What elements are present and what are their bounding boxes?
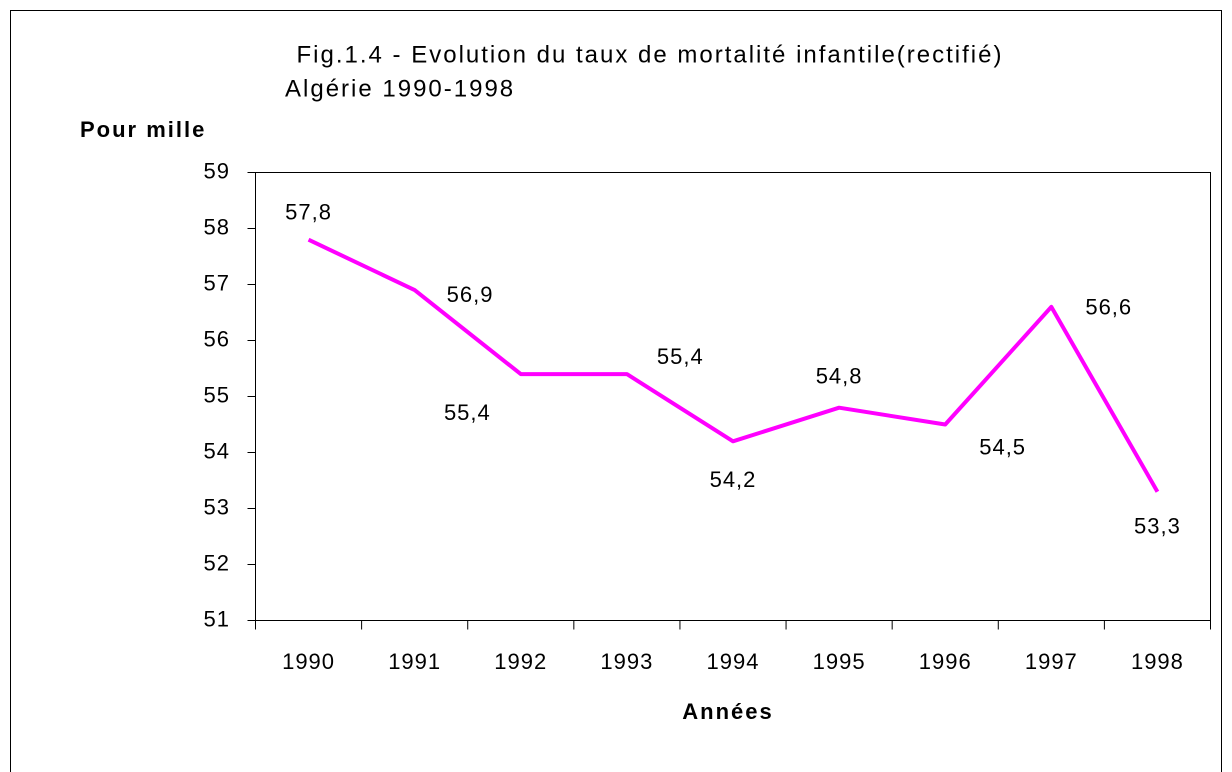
y-axis-label: Pour mille — [80, 117, 206, 142]
line-series — [307, 237, 1160, 493]
data-label: 54,5 — [979, 434, 1026, 459]
x-tick-label: 1995 — [813, 649, 866, 674]
y-tick-label: 55 — [204, 382, 230, 407]
data-label: 56,9 — [447, 282, 494, 307]
y-tick-label: 51 — [204, 606, 230, 631]
chart-subtitle: Algérie 1990-1998 — [285, 75, 515, 102]
data-label: 56,6 — [1085, 295, 1132, 320]
x-tick-label: 1996 — [919, 649, 972, 674]
x-tick-label: 1993 — [600, 649, 653, 674]
x-tick-label: 1990 — [282, 649, 335, 674]
data-label: 55,4 — [444, 400, 491, 425]
data-label: 54,8 — [816, 364, 863, 389]
chart-frame — [10, 10, 1222, 772]
data-label: 55,4 — [657, 344, 704, 369]
y-tick-label: 54 — [204, 438, 230, 463]
x-tick-label: 1998 — [1131, 649, 1184, 674]
x-tick-label: 1997 — [1025, 649, 1078, 674]
chart-title: Fig.1.4 - Evolution du taux de mortalité… — [297, 41, 1004, 68]
data-label: 54,2 — [710, 467, 757, 492]
plot-area — [255, 172, 1211, 621]
data-label: 57,8 — [285, 200, 332, 225]
x-axis-label: Années — [682, 699, 773, 724]
y-tick-label: 59 — [204, 158, 230, 183]
y-tick-label: 57 — [204, 270, 230, 295]
x-tick-label: 1991 — [388, 649, 441, 674]
y-tick-label: 58 — [204, 214, 230, 239]
y-tick-label: 56 — [204, 326, 230, 351]
y-tick-label: 52 — [204, 550, 230, 575]
y-tick-label: 53 — [204, 494, 230, 519]
data-label: 53,3 — [1134, 514, 1181, 539]
x-tick-label: 1994 — [707, 649, 760, 674]
x-tick-label: 1992 — [494, 649, 547, 674]
